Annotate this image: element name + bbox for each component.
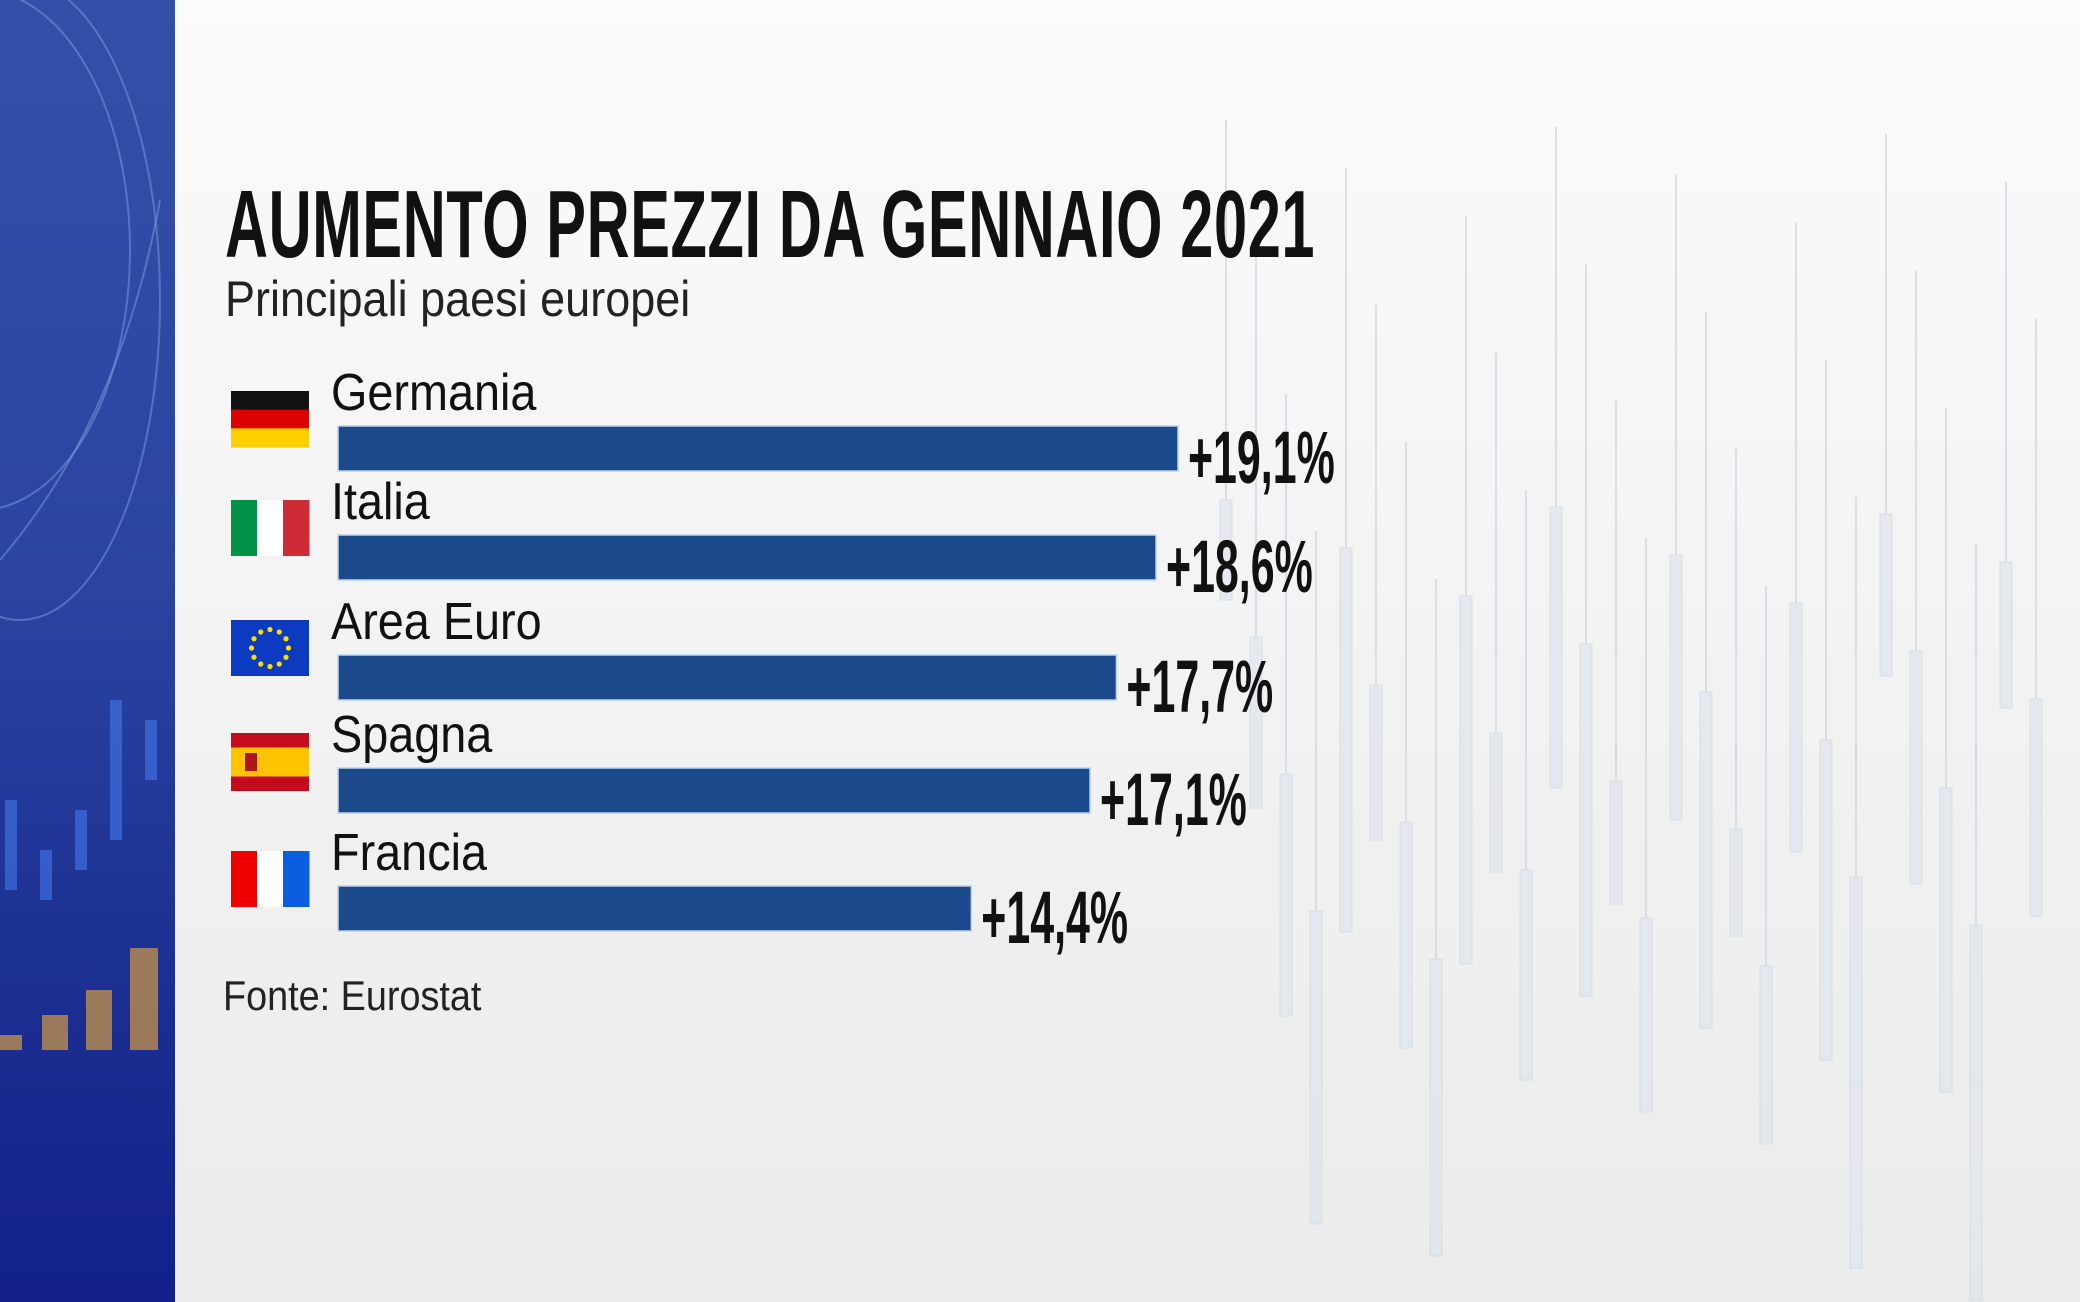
eu-star — [283, 636, 289, 642]
data-label-3: +17,1% — [1100, 758, 1247, 841]
category-label-3: Spagna — [331, 706, 493, 764]
germany-flag — [231, 409, 309, 429]
chart-source: Fonte: Eurostat — [223, 972, 482, 1019]
data-label-2: +17,7% — [1126, 645, 1273, 728]
eu-star — [258, 629, 264, 635]
eu-star — [285, 645, 292, 651]
bar-spagna — [337, 767, 1091, 814]
eu-star — [267, 626, 273, 633]
eu-star — [251, 654, 257, 660]
germany-flag — [231, 428, 309, 448]
eu-star — [248, 645, 255, 651]
bar-francia — [337, 885, 973, 932]
france-flag — [257, 851, 284, 907]
spain-flag — [231, 747, 309, 777]
side-decoration-panel — [0, 0, 175, 1302]
italy-flag — [257, 500, 284, 556]
bar-area-euro — [337, 654, 1118, 701]
bar-germania — [337, 425, 1179, 472]
bar-italia — [337, 534, 1157, 581]
france-flag — [283, 851, 310, 907]
germany-flag — [231, 391, 309, 411]
network-decoration — [0, 0, 161, 1050]
category-label-0: Germania — [331, 364, 537, 422]
chart-subtitle: Principali paesi europei — [225, 271, 691, 327]
italy-flag — [231, 500, 258, 556]
chart-title: AUMENTO PREZZI DA GENNAIO 2021 — [225, 171, 1316, 278]
data-label-1: +18,6% — [1166, 525, 1313, 608]
eu-star — [276, 661, 282, 667]
italy-flag — [283, 500, 310, 556]
data-label-0: +19,1% — [1188, 416, 1335, 499]
eu-star — [251, 636, 257, 642]
france-flag — [231, 851, 258, 907]
eu-star — [276, 629, 282, 635]
eu-star — [267, 663, 273, 670]
eu-star — [258, 661, 264, 667]
category-label-2: Area Euro — [331, 593, 542, 651]
data-label-4: +14,4% — [981, 876, 1128, 959]
spain-flag — [245, 753, 257, 771]
category-label-4: Francia — [331, 824, 487, 882]
candlestick-background-decoration — [1219, 120, 2043, 1301]
eu-star — [283, 654, 289, 660]
category-label-1: Italia — [331, 473, 430, 531]
